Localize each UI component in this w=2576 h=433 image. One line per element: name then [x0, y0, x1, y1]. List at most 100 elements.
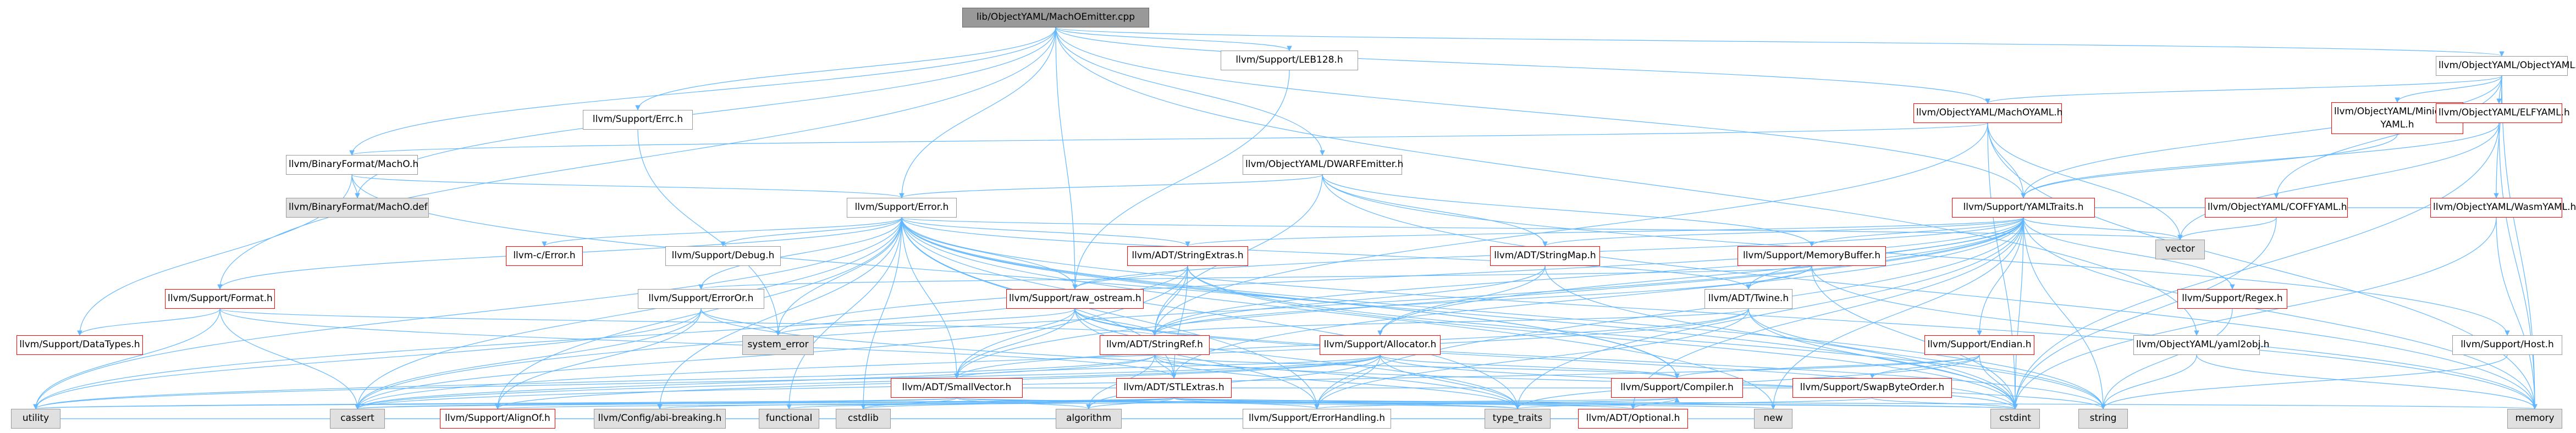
node-swapbyteorder[interactable]: llvm/Support/SwapByteOrder.h: [1792, 378, 1952, 398]
node-machoyaml[interactable]: llvm/ObjectYAML/MachOYAML.h: [1913, 103, 2062, 123]
node-optional[interactable]: llvm/ADT/Optional.h: [1578, 409, 1688, 429]
node-coffyaml[interactable]: llvm/ObjectYAML/COFFYAML.h: [2205, 198, 2348, 218]
node-raw-ostream[interactable]: llvm/Support/raw_ostream.h: [1006, 289, 1144, 309]
edge-yamltraits-to-regex: [2023, 217, 2235, 290]
edge-yamltraits-to-system_error: [775, 217, 2024, 336]
node-algorithm[interactable]: algorithm: [1056, 409, 1122, 429]
node-binformat-macho[interactable]: llvm/BinaryFormat/MachO.h: [286, 155, 418, 175]
edge-yamltraits-to-twine: [1746, 217, 2024, 290]
node-format[interactable]: llvm/Support/Format.h: [165, 289, 275, 309]
edge-dwarfemitter-to-support_error: [899, 174, 1323, 198]
node-datatypes[interactable]: llvm/Support/DataTypes.h: [16, 335, 143, 355]
node-errorhandling[interactable]: llvm/Support/ErrorHandling.h: [1243, 409, 1391, 429]
node-wasmyaml[interactable]: llvm/ObjectYAML/WasmYAML.h: [2430, 198, 2576, 218]
node-alignof[interactable]: llvm/Support/AlignOf.h: [440, 409, 555, 429]
node-yamltraits[interactable]: llvm/Support/YAMLTraits.h: [1952, 198, 2095, 218]
edge-support_error-to-debug: [720, 217, 902, 247]
node-erroror[interactable]: llvm/Support/ErrorOr.h: [638, 289, 764, 309]
edge-raw_ostream-to-type_traits: [1074, 308, 1520, 409]
edge-wasmyaml-to-cstdint: [2012, 217, 2497, 409]
node-endian[interactable]: llvm/Support/Endian.h: [1924, 335, 2034, 355]
edge-root-to-support_error: [899, 27, 1056, 198]
edge-raw_ostream-to-errorhandling: [1074, 308, 1320, 409]
edge-allocator-to-cassert: [355, 354, 1381, 409]
edge-support_error-to-cstdint: [901, 217, 2018, 409]
node-cstdlib[interactable]: cstdlib: [836, 409, 891, 429]
node-memorybuffer[interactable]: llvm/Support/MemoryBuffer.h: [1737, 246, 1886, 266]
edge-erroror-to-system_error: [700, 308, 781, 336]
node-functional[interactable]: functional: [759, 409, 819, 429]
edge-root-to-raw_ostream: [1055, 27, 1078, 290]
edge-stringextras-to-stringref: [1152, 265, 1188, 336]
node-new[interactable]: new: [1754, 409, 1792, 429]
edge-support_error-to-vector: [901, 217, 2182, 240]
edge-raw_ostream-to-cassert: [355, 308, 1075, 409]
edge-objectyaml-to-minidumpyaml: [2395, 75, 2502, 103]
edge-coffyaml-to-vector: [2177, 217, 2277, 240]
edge-support_error-to-utility: [33, 217, 902, 409]
edge-allocator-to-type_traits: [1380, 354, 1520, 409]
node-debug[interactable]: llvm/Support/Debug.h: [665, 246, 781, 266]
edge-stlextras-to-memory: [1173, 397, 2536, 409]
node-type-traits[interactable]: type_traits: [1485, 409, 1551, 429]
node-macho-def[interactable]: llvm/BinaryFormat/MachO.def: [286, 198, 429, 218]
edge-swapbyteorder-to-type_traits: [1515, 397, 1873, 409]
node-twine[interactable]: llvm/ADT/Twine.h: [1705, 289, 1792, 309]
node-host[interactable]: llvm/Support/Host.h: [2452, 335, 2562, 355]
node-objectyaml[interactable]: llvm/ObjectYAML/ObjectYAML.h: [2436, 56, 2576, 76]
node-elfyaml[interactable]: llvm/ObjectYAML/ELFYAML.h: [2436, 103, 2570, 123]
node-dwarfemitter[interactable]: llvm/ObjectYAML/DWARFEmitter.h: [1243, 155, 1403, 175]
edge-minidumpyaml-to-yamltraits: [2021, 134, 2398, 198]
edge-yamltraits-to-optional: [1630, 217, 2024, 409]
node-system-error[interactable]: system_error: [742, 335, 814, 355]
root-node[interactable]: lib/ObjectYAML/MachOEmitter.cpp: [962, 8, 1149, 27]
edge-stlextras-to-utility: [34, 397, 1174, 409]
node-yaml2obj[interactable]: llvm/ObjectYAML/yaml2obj.h: [2133, 335, 2269, 355]
node-compiler[interactable]: llvm/Support/Compiler.h: [1611, 378, 1743, 398]
edge-memorybuffer-to-erroror: [699, 265, 1812, 290]
node-memory[interactable]: memory: [2507, 409, 2562, 429]
edge-root-to-dwarfemitter: [1055, 27, 1325, 156]
edge-format-to-stringref: [219, 308, 1157, 336]
node-stringmap[interactable]: llvm/ADT/StringMap.h: [1490, 246, 1600, 266]
edge-yamltraits-to-memorybuffer: [1809, 217, 2024, 247]
edge-elfyaml-to-cstdint: [2012, 123, 2500, 409]
edge-allocator-to-compiler: [1380, 354, 1680, 379]
node-c-error[interactable]: llvm-c/Error.h: [506, 246, 583, 266]
node-stringref[interactable]: llvm/ADT/StringRef.h: [1100, 335, 1210, 355]
node-string[interactable]: string: [2078, 409, 2128, 429]
node-cstdint[interactable]: cstdint: [1990, 409, 2040, 429]
edge-support_error-to-smallvector: [901, 217, 959, 379]
node-abibreaking[interactable]: llvm/Config/abi-breaking.h: [594, 409, 726, 429]
node-allocator[interactable]: llvm/Support/Allocator.h: [1320, 335, 1441, 355]
edge-stlextras-to-type_traits: [1173, 397, 1520, 409]
edge-stlextras-to-errorhandling: [1173, 397, 1320, 409]
node-cassert[interactable]: cassert: [330, 409, 385, 429]
node-support-errc[interactable]: llvm/Support/Errc.h: [583, 110, 693, 130]
node-leb128[interactable]: llvm/Support/LEB128.h: [1221, 51, 1358, 70]
edge-raw_ostream-to-system_error: [775, 308, 1075, 336]
edge-support_error-to-string: [901, 217, 2106, 409]
edge-allocator-to-utility: [33, 354, 1381, 409]
edge-root-to-binformat_macho: [349, 27, 1056, 156]
node-stringextras[interactable]: llvm/ADT/StringExtras.h: [1127, 246, 1248, 266]
edge-raw_ostream-to-string: [1074, 308, 2106, 409]
edge-yamltraits-to-stringmap: [1542, 217, 2024, 247]
edge-stringmap-to-allocator: [1377, 265, 1546, 336]
node-stlextras[interactable]: llvm/ADT/STLExtras.h: [1116, 378, 1232, 398]
edge-yamltraits-to-smallvector: [954, 217, 2024, 379]
edge-host-to-string: [2100, 354, 2508, 409]
node-smallvector[interactable]: llvm/ADT/SmallVector.h: [891, 378, 1023, 398]
edge-endian-to-compiler: [1674, 354, 1980, 379]
node-regex[interactable]: llvm/Support/Regex.h: [2177, 289, 2287, 309]
edge-dwarfemitter-to-host: [1322, 174, 2510, 336]
node-vector[interactable]: vector: [2155, 240, 2205, 259]
edge-twine-to-cassert: [355, 308, 1749, 409]
edge-twine-to-errorhandling: [1314, 308, 1749, 409]
node-support-error[interactable]: llvm/Support/Error.h: [847, 198, 957, 218]
edge-support_error-to-type_traits: [901, 217, 1520, 409]
edge-stringmap-to-stringref: [1152, 265, 1546, 336]
node-utility[interactable]: utility: [11, 409, 60, 429]
